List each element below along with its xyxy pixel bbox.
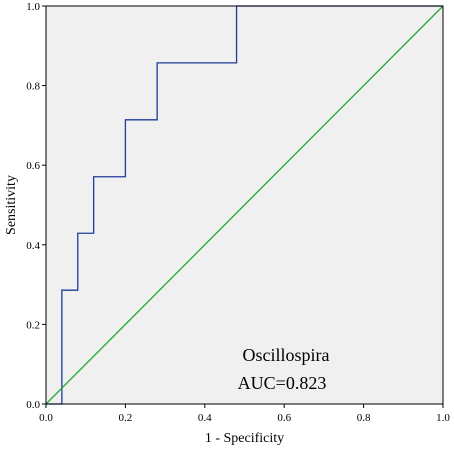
ticks-layer: 0.0 0.2 0.4 0.6 0.8 1.0 0.0 0.2 0.4 0.6 0.8 1.0 [26,1,450,424]
x-axis-title: 1 - Specificity [205,431,284,446]
annotation-auc: AUC=0.823 [238,373,327,393]
annotation-organism: Oscillospira [243,345,330,365]
x-tick-label: 0.0 [39,412,53,424]
x-tick-label: 0.4 [198,412,212,424]
series-layer [45,5,444,405]
roc-curve-line [46,5,443,405]
x-tick-label: 0.6 [277,412,291,424]
reference-diagonal-line [45,5,444,405]
x-tick-label: 1.0 [436,412,450,424]
y-tick-label: 0.2 [26,319,40,331]
x-tick-label: 0.2 [119,412,133,424]
y-tick-label: 0.0 [26,399,40,411]
y-tick-label: 0.6 [26,160,40,172]
y-tick-label: 0.8 [26,81,40,93]
y-axis-title: Sensitivity [4,175,19,235]
y-tick-label: 0.4 [26,240,40,252]
x-tick-label: 0.8 [357,412,371,424]
plot-frame [45,5,444,405]
y-tick-label: 1.0 [26,1,40,13]
